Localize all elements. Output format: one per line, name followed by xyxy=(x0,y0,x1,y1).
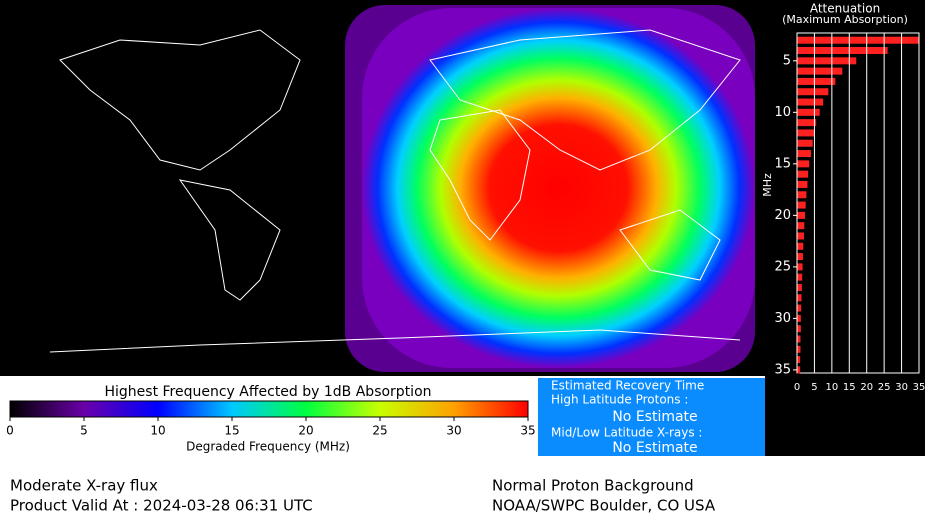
x-tick-label: 25 xyxy=(372,424,387,438)
bar xyxy=(797,57,857,65)
bar xyxy=(797,222,805,230)
bar xyxy=(797,345,801,353)
bar xyxy=(797,201,806,209)
x-tick-label: 5 xyxy=(811,382,817,393)
bar xyxy=(797,160,810,168)
y-tick-label: 35 xyxy=(774,362,791,377)
north-america xyxy=(59,29,301,171)
footer-text: Product Valid At : 2024-03-28 06:31 UTC xyxy=(10,497,313,515)
colorbar-label: Degraded Frequency (MHz) xyxy=(186,440,350,454)
bar xyxy=(797,150,811,158)
bar xyxy=(797,77,836,85)
bar xyxy=(797,108,820,116)
bar xyxy=(797,283,802,291)
bar xyxy=(797,129,815,137)
antarctica xyxy=(49,329,741,353)
coastlines xyxy=(49,29,741,353)
high-label: High Latitude Protons : xyxy=(551,393,688,407)
bar xyxy=(797,191,807,199)
bar xyxy=(797,139,813,147)
x-tick-label: 20 xyxy=(860,382,873,393)
x-tick-label: 15 xyxy=(224,424,239,438)
bar xyxy=(797,304,802,312)
y-tick-label: 30 xyxy=(774,311,791,326)
bar xyxy=(797,170,809,178)
bar xyxy=(797,253,803,261)
bar xyxy=(797,211,806,219)
south-america xyxy=(178,179,281,301)
australia xyxy=(619,209,721,281)
bar xyxy=(797,36,919,44)
x-tick-label: 20 xyxy=(298,424,313,438)
y-axis-label: MHz xyxy=(761,173,774,197)
x-tick-label: 5 xyxy=(80,424,88,438)
footer-text: NOAA/SWPC Boulder, CO USA xyxy=(492,497,716,515)
bar xyxy=(797,366,801,374)
x-tick-label: 10 xyxy=(150,424,165,438)
low-label: Mid/Low Latitude X-rays : xyxy=(551,426,702,440)
attenuation-subtitle: (Maximum Absorption) xyxy=(782,13,908,26)
x-tick-label: 0 xyxy=(6,424,14,438)
x-tick-label: 35 xyxy=(520,424,535,438)
x-tick-label: 0 xyxy=(794,382,800,393)
y-tick-label: 5 xyxy=(783,53,791,68)
bar xyxy=(797,325,801,333)
eurasia xyxy=(429,29,741,171)
bar xyxy=(797,356,801,364)
bar xyxy=(797,98,824,106)
high-value: No Estimate xyxy=(612,409,697,425)
bar xyxy=(797,335,801,343)
axis-panel xyxy=(765,376,925,456)
x-tick-label: 25 xyxy=(878,382,891,393)
x-tick-label: 30 xyxy=(895,382,908,393)
x-tick-label: 10 xyxy=(825,382,838,393)
colorbar-title: Highest Frequency Affected by 1dB Absorp… xyxy=(104,384,431,400)
y-tick-label: 10 xyxy=(774,105,791,120)
absorption-region xyxy=(362,8,755,368)
attenuation-title: Attenuation xyxy=(810,2,880,16)
colorbar xyxy=(9,400,529,418)
bar xyxy=(797,263,803,271)
footer-text: Normal Proton Background xyxy=(492,477,694,495)
bar xyxy=(797,294,802,302)
bar xyxy=(797,88,829,96)
bar xyxy=(797,119,817,127)
y-tick-label: 20 xyxy=(774,208,791,223)
y-tick-label: 25 xyxy=(774,259,791,274)
footer-text: Moderate X-ray flux xyxy=(10,477,158,495)
africa xyxy=(429,109,531,241)
bar xyxy=(797,273,803,281)
y-tick-label: 15 xyxy=(774,156,791,171)
bar xyxy=(797,232,804,240)
low-value: No Estimate xyxy=(612,440,697,456)
bar xyxy=(797,314,801,322)
bar xyxy=(797,67,843,75)
bar xyxy=(797,180,808,188)
status-box xyxy=(538,378,765,456)
bar xyxy=(797,47,888,55)
bar xyxy=(797,242,804,250)
x-tick-label: 30 xyxy=(446,424,461,438)
x-tick-label: 35 xyxy=(913,382,925,393)
x-tick-label: 15 xyxy=(843,382,856,393)
status-title: Estimated Recovery Time xyxy=(551,379,704,393)
